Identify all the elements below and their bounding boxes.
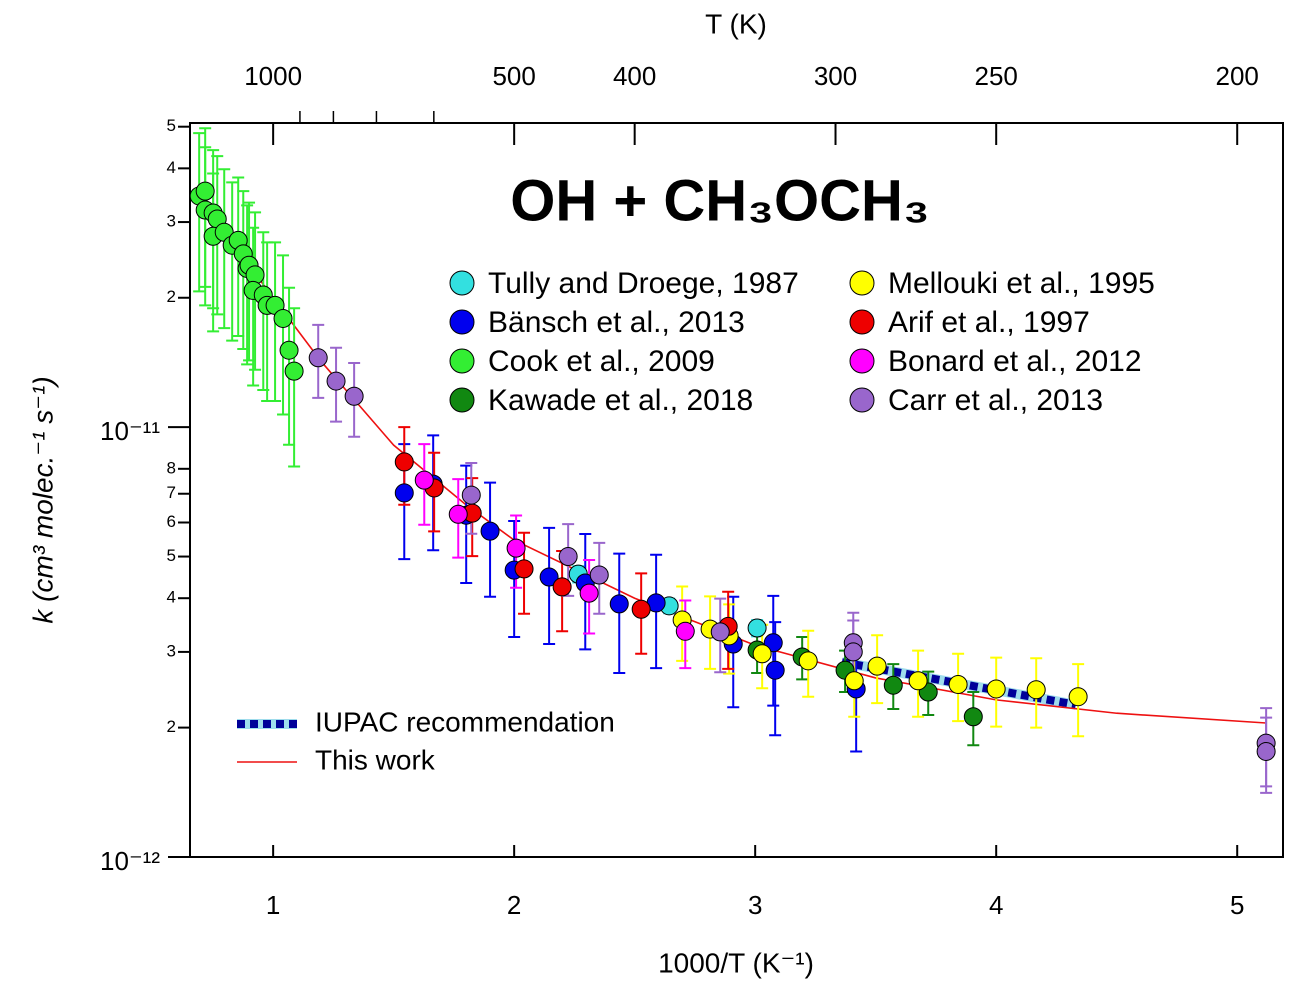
data-point xyxy=(986,679,1006,699)
data-point xyxy=(461,485,481,505)
x-tick-label: 4 xyxy=(989,890,1003,920)
data-point xyxy=(284,361,304,381)
legend-label: Bänsch et al., 2013 xyxy=(488,306,745,339)
data-point xyxy=(1256,741,1276,761)
legend-label: Carr et al., 2013 xyxy=(888,384,1103,417)
data-point xyxy=(394,483,414,503)
y-tick-label: 2 xyxy=(167,287,176,306)
x-tick-label: 3 xyxy=(748,890,762,920)
data-point xyxy=(394,452,414,472)
legend-marker xyxy=(449,309,475,335)
data-point xyxy=(747,618,767,638)
data-point xyxy=(1068,687,1088,707)
y-tick-label: 7 xyxy=(167,483,176,502)
error-bar xyxy=(247,226,260,387)
y-tick-label: 6 xyxy=(167,512,176,531)
data-point xyxy=(326,371,346,391)
legend-marker xyxy=(849,270,875,296)
y-tick-label: 3 xyxy=(167,212,176,231)
x2-axis-label: T (K) xyxy=(705,8,767,39)
error-bar xyxy=(226,181,239,342)
data-point xyxy=(883,675,903,695)
plot-area xyxy=(190,127,1276,794)
error-bar xyxy=(199,146,212,307)
data-point xyxy=(480,521,500,541)
legend-label: Mellouki et al., 1995 xyxy=(888,267,1155,300)
data-point xyxy=(589,565,609,585)
legend-label: Tully and Droege, 1987 xyxy=(488,267,799,300)
data-point xyxy=(506,538,526,558)
legend-label: Cook et al., 2009 xyxy=(488,345,715,378)
data-point xyxy=(798,651,818,671)
data-point xyxy=(948,674,968,694)
error-bar xyxy=(288,307,301,468)
data-point xyxy=(539,567,559,587)
x2-tick-label: 250 xyxy=(974,61,1017,91)
x-tick-label: 5 xyxy=(1230,890,1244,920)
y-tick-label: 8 xyxy=(167,458,176,477)
y-tick-label: 10⁻¹² xyxy=(100,846,160,876)
y-tick-label: 2 xyxy=(167,717,176,736)
legend-marker xyxy=(449,387,475,413)
x2-tick-label: 300 xyxy=(814,61,857,91)
x2-tick-label: 400 xyxy=(613,61,656,91)
data-point xyxy=(414,470,434,490)
data-point xyxy=(552,577,572,597)
x-tick-label: 1 xyxy=(266,890,280,920)
legend-marker xyxy=(449,348,475,374)
data-point xyxy=(844,671,864,691)
data-point xyxy=(908,671,928,691)
data-point xyxy=(344,386,364,406)
y-tick-label: 4 xyxy=(167,588,176,607)
data-point xyxy=(1026,680,1046,700)
x2-tick-label: 200 xyxy=(1216,61,1259,91)
legend-marker xyxy=(849,309,875,335)
legend-label: Arif et al., 1997 xyxy=(888,306,1090,339)
data-point xyxy=(514,559,534,579)
legend-marker xyxy=(849,387,875,413)
y-tick-label: 5 xyxy=(167,116,176,135)
x2-tick-label: 500 xyxy=(492,61,535,91)
data-point xyxy=(279,340,299,360)
y-tick-label: 10⁻¹¹ xyxy=(100,416,160,446)
data-point xyxy=(867,656,887,676)
y-tick-label: 3 xyxy=(167,641,176,660)
data-point xyxy=(710,622,730,642)
data-point xyxy=(752,644,772,664)
data-point xyxy=(558,547,578,567)
x2-tick-label: 1000 xyxy=(244,61,302,91)
data-point xyxy=(675,621,695,641)
data-point xyxy=(631,599,651,619)
legend-label: IUPAC recommendation xyxy=(315,706,615,737)
legend-label: This work xyxy=(315,744,436,775)
chart-title: OH + CH₃OCH₃ xyxy=(510,168,929,233)
data-point xyxy=(765,660,785,680)
y-axis-label: k (cm³ molec.⁻¹ s⁻¹) xyxy=(27,376,58,623)
y-tick-label: 5 xyxy=(167,546,176,565)
legend-marker xyxy=(849,348,875,374)
data-point xyxy=(195,181,215,201)
data-point xyxy=(273,308,293,328)
y-tick-label: 4 xyxy=(167,158,176,177)
legend-label: Kawade et al., 2018 xyxy=(488,384,753,417)
x-tick-label: 2 xyxy=(507,890,521,920)
data-point xyxy=(308,348,328,368)
plot-frame xyxy=(189,122,1284,858)
data-point xyxy=(448,504,468,524)
legend-label: Bonard et al., 2012 xyxy=(888,345,1142,378)
x-axis-label: 1000/T (K⁻¹) xyxy=(658,947,814,978)
data-point xyxy=(963,707,983,727)
legend-marker xyxy=(449,270,475,296)
data-point xyxy=(609,594,629,614)
data-point xyxy=(843,642,863,662)
data-point xyxy=(579,583,599,603)
error-bar xyxy=(207,172,220,333)
error-bar xyxy=(277,254,290,416)
